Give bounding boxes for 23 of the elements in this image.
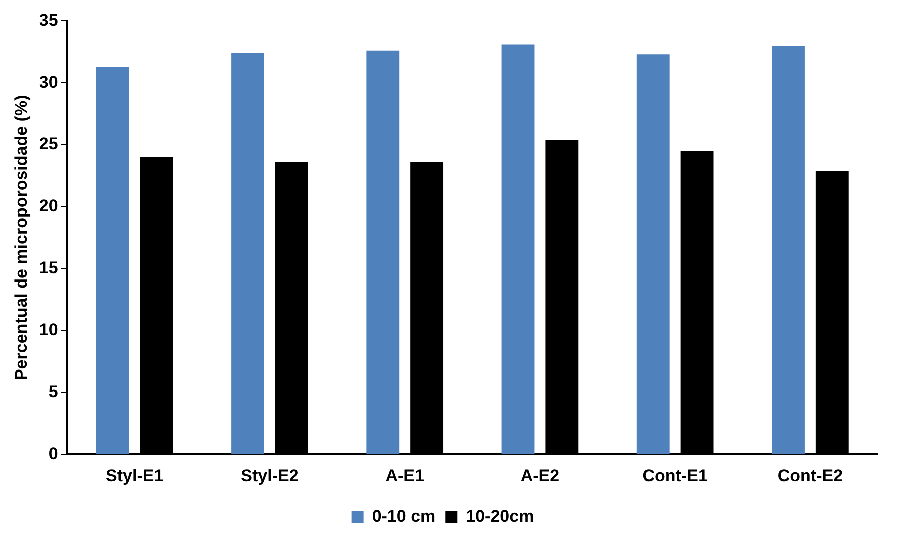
y-tick-label: 20 xyxy=(39,196,58,216)
legend-label: 10-20cm xyxy=(466,507,534,526)
y-tick-label: 5 xyxy=(48,382,58,402)
y-tick-label: 35 xyxy=(39,10,58,30)
y-tick-label: 30 xyxy=(39,72,58,92)
y-tick-label: 0 xyxy=(48,444,58,464)
bar xyxy=(96,67,130,454)
x-tick-label: Styl-E2 xyxy=(241,466,299,486)
bar xyxy=(366,50,400,454)
y-tick-label: 25 xyxy=(39,134,58,154)
bar xyxy=(772,46,805,454)
x-tick-label: Cont-E2 xyxy=(778,466,844,486)
bar xyxy=(232,53,264,454)
y-axis-title: Percentual de microporosidade (%) xyxy=(12,95,31,381)
x-tick-label: Cont-E1 xyxy=(642,466,708,486)
y-tick-label: 15 xyxy=(39,258,58,278)
x-tick-label: A-E2 xyxy=(520,466,560,486)
y-tick-label: 10 xyxy=(39,320,58,340)
legend-label: 0-10 cm xyxy=(372,507,436,526)
bar xyxy=(636,54,670,454)
bar xyxy=(502,44,535,454)
x-tick-label: A-E1 xyxy=(386,466,424,486)
x-tick-label: Styl-E1 xyxy=(106,466,164,486)
